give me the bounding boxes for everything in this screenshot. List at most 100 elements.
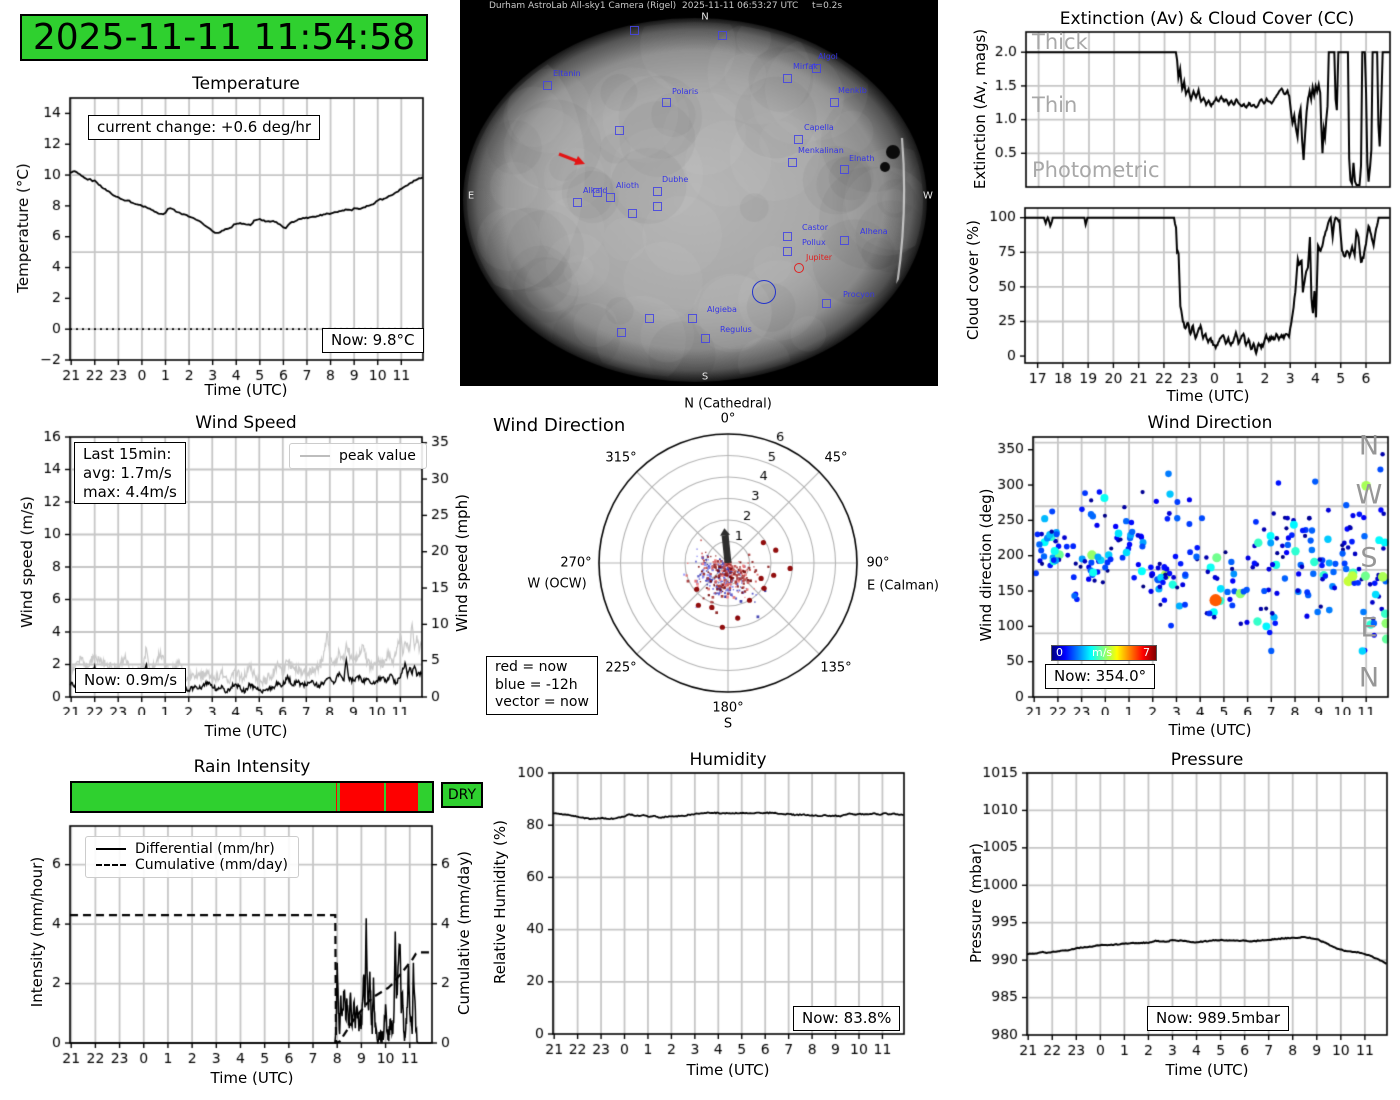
- allsky-camera-title: Durham AstroLab All-sky1 Camera (Rigel): [489, 1, 677, 11]
- allsky-timestamp: 2025-11-11 06:53:27 UTC: [682, 1, 799, 11]
- star-marker: [645, 314, 654, 323]
- star-marker: [701, 334, 710, 343]
- star-marker: [718, 31, 727, 40]
- rain-legend: Differential (mm/hr) Cumulative (mm/day): [85, 836, 300, 878]
- rain-status-bar: [70, 781, 434, 813]
- allsky-exposure: t=0.2s: [812, 1, 843, 11]
- star-label: Regulus: [720, 325, 752, 334]
- wind-dir-letter-n-top: N: [1358, 430, 1380, 462]
- wind-speed-xlabel: Time (UTC): [204, 722, 288, 740]
- star-marker: [615, 126, 624, 135]
- wind-direction-now-box: Now: 354.0°: [1045, 664, 1156, 689]
- wind-speed-stats-line1: Last 15min:: [83, 445, 172, 463]
- wind-speed-stats-line3: max: 4.4m/s: [83, 482, 177, 501]
- star-marker: [822, 299, 831, 308]
- star-label: Capella: [804, 123, 834, 132]
- allsky-compass-north: N: [701, 11, 709, 23]
- wind-speed-title: Wind Speed: [195, 413, 297, 433]
- star-label: Procyon: [843, 290, 875, 299]
- polar-315deg-label: 315°: [605, 450, 637, 466]
- pressure-xlabel: Time (UTC): [1165, 1061, 1249, 1079]
- wind-speed-legend-label: peak value: [339, 448, 416, 464]
- humidity-title: Humidity: [689, 750, 767, 770]
- differential-line-sample: [96, 848, 126, 850]
- polar-south-label: S: [723, 716, 733, 732]
- star-marker: [688, 314, 697, 323]
- rain-status-segment: [385, 783, 418, 811]
- planet-marker: [794, 263, 804, 273]
- polar-legend-red: red = now: [495, 659, 568, 675]
- temperature-xlabel: Time (UTC): [204, 381, 288, 399]
- rain-status-segment: [335, 783, 338, 811]
- star-marker: [573, 198, 582, 207]
- polar-legend-box: red = now blue = -12h vector = now: [486, 656, 598, 715]
- polar-90deg-label: 90°: [866, 555, 890, 571]
- temperature-now-box: Now: 9.8°C: [322, 328, 424, 353]
- star-marker: [794, 135, 803, 144]
- allsky-compass-west: W: [923, 190, 933, 202]
- star-marker: [630, 26, 639, 35]
- star-marker: [628, 209, 637, 218]
- wind-speed-now-box: Now: 0.9m/s: [75, 668, 187, 693]
- rain-ylabel-right: Cumulative (mm/day): [455, 851, 473, 1015]
- wind-speed-legend: peak value: [289, 443, 427, 469]
- rain-ylabel: Intensity (mm/hour): [28, 856, 46, 1008]
- cloud-cover-chart-canvas: [950, 200, 1400, 400]
- star-label: Eltanin: [553, 69, 581, 78]
- star-label: Mirfak: [793, 62, 818, 71]
- pressure-now-box: Now: 989.5mbar: [1147, 1006, 1290, 1031]
- wind-speed-colorbar: 0 m/s 7: [1051, 645, 1157, 661]
- cloud-cover-ylabel: Cloud cover (%): [964, 219, 982, 341]
- rain-legend-differential: Differential (mm/hr): [135, 841, 275, 857]
- cloud-cover-xlabel: Time (UTC): [1166, 387, 1250, 405]
- wind-speed-stats-line2: avg: 1.7m/s: [83, 463, 172, 482]
- polar-0deg-label: 0°: [720, 411, 736, 427]
- star-label: Polaris: [672, 87, 699, 96]
- polar-title: Wind Direction: [493, 415, 626, 436]
- wind-direction-time-canvas: [945, 415, 1400, 715]
- star-label: Elnath: [849, 154, 875, 163]
- humidity-now-box: Now: 83.8%: [793, 1006, 901, 1031]
- star-marker: [783, 232, 792, 241]
- star-label: Alkaid: [583, 186, 608, 195]
- extinction-title: Extinction (Av) & Cloud Cover (CC): [1059, 9, 1355, 29]
- allsky-image: [460, 0, 938, 386]
- star-marker: [662, 98, 671, 107]
- wind-direction-ylabel: Wind direction (deg): [977, 488, 995, 642]
- extinction-chart-canvas: [950, 22, 1400, 200]
- wind-dir-letter-w: W: [1355, 479, 1383, 511]
- star-marker: [606, 193, 615, 202]
- polar-225deg-label: 225°: [605, 660, 637, 676]
- polar-legend-blue: blue = -12h: [495, 676, 578, 693]
- rain-title: Rain Intensity: [193, 757, 311, 777]
- star-label: Algieba: [707, 305, 737, 314]
- colorbar-unit-label: m/s: [1092, 646, 1113, 659]
- star-marker: [653, 202, 662, 211]
- star-label: Castor: [802, 223, 828, 232]
- star-label: Alioth: [616, 181, 640, 190]
- allsky-compass-south: S: [701, 371, 709, 383]
- wind-dir-letter-e: E: [1360, 612, 1378, 644]
- extinction-zone-thick: Thick: [1032, 30, 1088, 54]
- wind-dir-letter-n-bottom: N: [1358, 662, 1380, 694]
- polar-180deg-label: 180°: [712, 700, 744, 716]
- polar-135deg-label: 135°: [820, 660, 852, 676]
- polar-west-label: W (OCW): [527, 576, 587, 592]
- star-label: Dubhe: [662, 175, 689, 184]
- wind-speed-stats-box: Last 15min: avg: 1.7m/s max: 4.4m/s: [74, 442, 186, 505]
- star-marker: [593, 188, 602, 197]
- star-marker: [653, 187, 662, 196]
- cumulative-line-sample: [96, 864, 126, 866]
- wind-direction-title: Wind Direction: [1147, 413, 1273, 433]
- allsky-star-overlay: Eltanin Polaris Algol Mirfak Menkib Capella Me…: [460, 0, 938, 386]
- pressure-ylabel: Pressure (mbar): [967, 842, 985, 964]
- polar-east-label: E (Calman): [866, 578, 940, 594]
- star-label: Pollux: [802, 238, 826, 247]
- polar-north-label: N (Cathedral): [684, 396, 772, 412]
- pressure-title: Pressure: [1170, 750, 1244, 770]
- timestamp-banner: 2025-11-11 11:54:58: [20, 14, 428, 61]
- polar-270deg-label: 270°: [560, 555, 592, 571]
- colorbar-min-label: 0: [1056, 646, 1063, 659]
- star-marker: [840, 165, 849, 174]
- wind-speed-ylabel: Wind speed (m/s): [18, 496, 36, 628]
